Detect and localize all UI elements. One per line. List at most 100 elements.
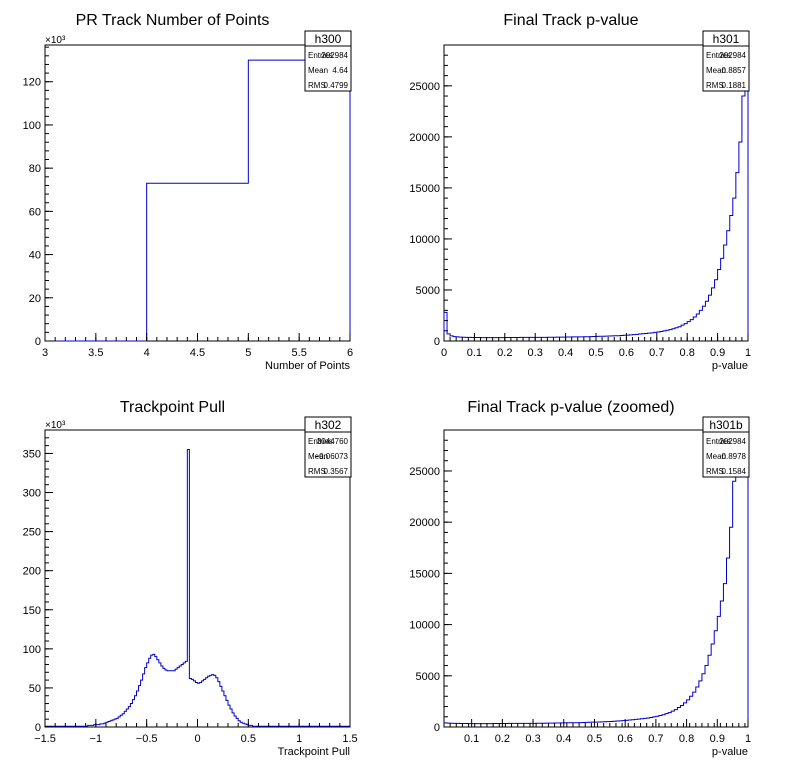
stats-box-name: h302 [315,418,342,432]
y-axis: 0 20 40 60 80 100 120 ×10³ [23,35,66,348]
y-tick-label: 0 [35,336,41,348]
y-tick-label: 100 [23,644,41,656]
y-axis: 0 5000 10000 15000 20000 25000 [409,429,452,734]
x-tick-label: 3 [42,347,48,359]
stats-row-label: Entries [706,51,731,60]
chart-title: Final Track p-value [503,12,638,29]
panel-h301b: Final Track p-value (zoomed) 0.1 0.2 0.3 0.4… [409,399,751,758]
y-tick-label: 350 [23,448,41,460]
plot-frame [443,429,749,728]
y-tick-label: 10000 [409,234,440,246]
stats-box-name: h300 [315,32,342,46]
x-tick-label: 4.5 [190,347,205,359]
y-tick-label: 15000 [409,183,440,195]
y-tick-label: 50 [29,683,41,695]
y-tick-label: 40 [29,250,41,262]
histogram-line [45,59,351,342]
x-tick-label: 1 [745,347,751,359]
y-tick-label: 5000 [416,671,440,683]
chart-title: Final Track p-value (zoomed) [467,399,674,416]
stats-row-value: −0.06073 [314,452,348,461]
y-tick-label: 5000 [416,285,440,297]
stats-box-name: h301b [709,418,743,432]
x-tick-label: 6 [347,347,353,359]
y-tick-label: 100 [23,120,41,132]
plot-frame [443,44,749,342]
y-axis: 0 50 100 150 200 250 300 350 ×10³ [23,420,66,734]
stats-row-label: RMS [308,81,326,90]
stats-row-label: RMS [706,81,724,90]
histogram-line [44,449,351,727]
x-tick-label: 0.6 [619,347,634,359]
panel-h301: Final Track p-value 0 0.1 0.2 0.3 0.4 0.5 0.6 0.… [409,12,751,372]
x-tick-label: 0.2 [497,347,512,359]
x-axis: 0.1 0.2 0.3 0.4 0.5 0.6 0.7 0.8 0.9 1p-value [443,719,751,758]
stats-row-value: 0.8978 [722,452,747,461]
x-axis-label: p-value [712,746,748,758]
y-tick-label: 0 [35,722,41,734]
x-tick-label: 0.5 [587,733,602,745]
stats-row-label: Mean [308,66,328,75]
x-tick-label: 0.8 [680,347,695,359]
stats-row-value: 202984 [719,51,746,60]
x-tick-label: 0.1 [464,733,479,745]
stats-box-frame [702,30,750,92]
y-multiplier-label: ×10³ [45,35,66,46]
x-tick-label: 0.2 [495,733,510,745]
y-tick-label: 25000 [409,466,440,478]
x-tick-label: 5 [245,347,251,359]
x-tick-label: 5.5 [292,347,307,359]
x-tick-label: 0.6 [618,733,633,745]
y-tick-label: 150 [23,605,41,617]
y-tick-label: 120 [23,77,41,89]
x-tick-label: 0.9 [710,347,725,359]
y-axis: 0 5000 10000 15000 20000 25000 [409,44,452,348]
stats-row-value: 4.64 [332,66,348,75]
x-tick-label: 1 [296,733,302,745]
y-tick-label: 15000 [409,568,440,580]
stats-box-name: h301 [713,32,740,46]
stats-box-frame [304,416,352,478]
y-tick-label: 300 [23,488,41,500]
x-tick-label: −1 [90,733,103,745]
x-tick-label: 0.5 [588,347,603,359]
stats-row-label: Entries [308,51,333,60]
y-tick-label: 0 [434,722,440,734]
x-tick-label: 0.3 [528,347,543,359]
histogram-line [443,44,749,341]
stats-row-value: 0.1584 [722,467,747,476]
panel-h300: PR Track Number of Points 3 3.5 4 4.5 5 5.5 6Nu… [23,12,353,372]
stats-row-value: 0.1881 [722,81,747,90]
y-tick-label: 250 [23,527,41,539]
panel-h302: Trackpoint Pull−1.5 −1 −0.5 0 0.5 1 1.5Trackpo… [23,399,358,758]
stats-row-value: 0.3567 [324,467,349,476]
x-axis-label: p-value [712,360,748,372]
plot-frame [44,44,351,342]
y-tick-label: 60 [29,206,41,218]
y-tick-label: 20 [29,293,41,305]
x-tick-label: 0.5 [241,733,256,745]
chart-title: PR Track Number of Points [76,12,270,29]
y-tick-label: 20000 [409,132,440,144]
stats-row-label: Entries [706,437,731,446]
x-tick-label: 1.5 [342,733,357,745]
x-tick-label: 0.4 [558,347,573,359]
x-tick-label: 0.4 [556,733,571,745]
y-tick-label: 10000 [409,620,440,632]
x-axis: 0 0.1 0.2 0.3 0.4 0.5 0.6 0.7 0.8 0.9 1p-value [441,333,751,372]
stats-row-label: Mean [706,452,726,461]
stats-row-value: 3044760 [317,437,349,446]
stats-row-label: Mean [308,452,328,461]
y-multiplier-label: ×10³ [45,420,66,431]
x-tick-label: 0.3 [525,733,540,745]
histogram-line [443,429,749,727]
stats-row-label: RMS [308,467,326,476]
stats-row-value: 0.4799 [324,81,349,90]
stats-row-label: Entries [308,437,333,446]
x-tick-label: 0 [194,733,200,745]
x-tick-label: 0.9 [710,733,725,745]
